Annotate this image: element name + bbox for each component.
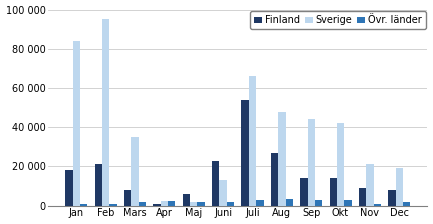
Bar <box>337 123 344 206</box>
Bar <box>132 137 139 206</box>
Bar <box>242 100 249 206</box>
Bar <box>388 190 395 206</box>
Bar <box>395 168 403 206</box>
Bar <box>271 153 278 206</box>
Bar <box>95 164 102 206</box>
Bar <box>168 201 175 206</box>
Bar <box>161 201 168 206</box>
Bar <box>359 188 366 206</box>
Bar <box>300 178 307 206</box>
Bar <box>80 204 87 206</box>
Bar <box>278 112 285 206</box>
Bar <box>102 19 110 206</box>
Bar <box>307 119 315 206</box>
Bar <box>249 76 256 206</box>
Bar <box>256 200 264 206</box>
Bar <box>124 190 132 206</box>
Legend: Finland, Sverige, Övr. länder: Finland, Sverige, Övr. länder <box>250 11 426 29</box>
Bar <box>183 194 190 206</box>
Bar <box>330 178 337 206</box>
Bar <box>190 202 197 206</box>
Bar <box>344 200 352 206</box>
Bar <box>220 180 227 206</box>
Bar <box>139 202 146 206</box>
Bar <box>197 202 205 206</box>
Bar <box>65 170 73 206</box>
Bar <box>374 204 381 206</box>
Bar <box>403 202 410 206</box>
Bar <box>366 164 374 206</box>
Bar <box>227 202 234 206</box>
Bar <box>285 199 293 206</box>
Bar <box>73 41 80 206</box>
Bar <box>153 204 161 206</box>
Bar <box>315 200 322 206</box>
Bar <box>212 161 220 206</box>
Bar <box>110 204 117 206</box>
